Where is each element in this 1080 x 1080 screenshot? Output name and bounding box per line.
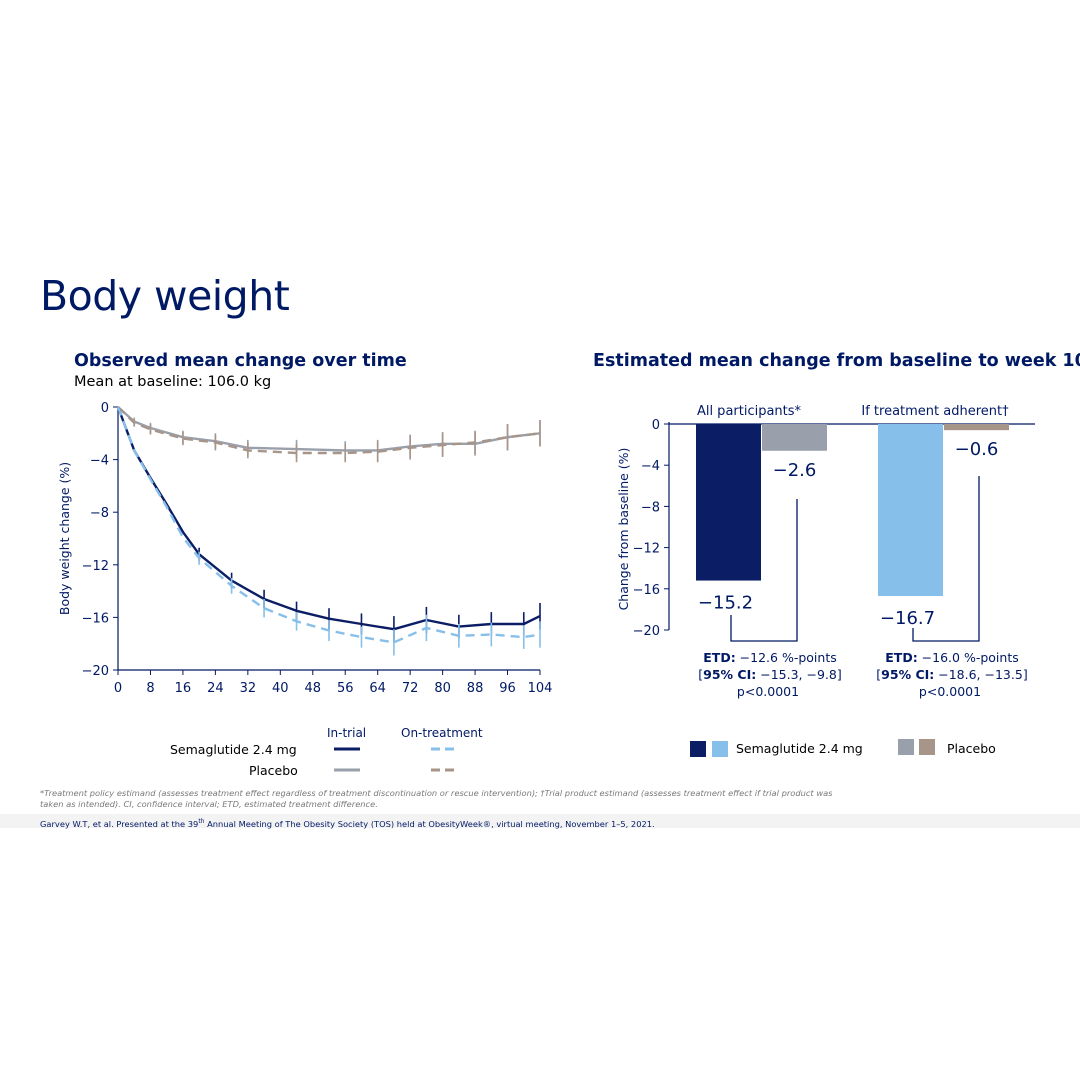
y-tick-label: −8 [641, 500, 660, 515]
bar-group-label: If treatment adherent† [861, 404, 1009, 419]
x-tick-label: 104 [528, 681, 553, 696]
series-line [117, 406, 541, 452]
y-tick-label: −16 [633, 583, 660, 598]
x-tick-label: 0 [114, 681, 122, 696]
x-tick-label: 80 [434, 681, 451, 696]
legend-row-semaglutide: Semaglutide 2.4 mg [170, 742, 297, 757]
y-tick-label: −20 [633, 624, 660, 639]
etd-bracket [912, 476, 980, 642]
x-tick-label: 8 [146, 681, 154, 696]
y-tick-label: −4 [641, 459, 660, 474]
x-tick-label: 40 [272, 681, 289, 696]
bar-value-label: −2.6 [773, 460, 817, 481]
legend-swatch-semaglutide-light [712, 741, 728, 757]
x-tick-label: 24 [207, 681, 224, 696]
etd-line: ETD: −16.0 %-points [885, 650, 1019, 665]
bar-value-label: −0.6 [955, 439, 999, 460]
x-tick-label: 88 [467, 681, 484, 696]
line-chart-y-label: Body weight change (%) [57, 462, 72, 615]
legend-col-in-trial: In-trial [327, 726, 367, 740]
ci-line: [95% CI: −18.6, −13.5] [876, 667, 1027, 682]
legend-row-placebo: Placebo [249, 763, 298, 778]
y-tick-label: −20 [82, 664, 109, 679]
y-tick-label: −16 [82, 611, 109, 626]
citation: Garvey W.T, et al. Presented at the 39th… [40, 818, 655, 829]
series-line [117, 406, 541, 455]
bar-chart-title: Estimated mean change from baseline to w… [593, 351, 1080, 371]
p-value: p<0.0001 [737, 684, 799, 699]
y-tick-label: −8 [90, 506, 109, 521]
x-tick-label: 56 [337, 681, 354, 696]
citation-bar [0, 814, 1080, 828]
ci-line: [95% CI: −15.3, −9.8] [698, 667, 841, 682]
x-tick-label: 48 [304, 681, 321, 696]
y-tick-label: −12 [82, 559, 109, 574]
legend-swatch-semaglutide-dark [690, 741, 706, 757]
x-tick-label: 64 [369, 681, 386, 696]
etd-bracket [730, 499, 798, 642]
bar-value-label: −16.7 [880, 608, 935, 629]
x-tick-label: 72 [402, 681, 419, 696]
bar-semaglutide [696, 424, 761, 581]
bar-placebo [762, 424, 827, 451]
line-chart-subtitle: Mean at baseline: 106.0 kg [74, 374, 272, 390]
line-chart-title: Observed mean change over time [74, 351, 407, 371]
y-tick-label: 0 [652, 418, 660, 433]
x-tick-label: 96 [499, 681, 516, 696]
x-tick-label: 32 [240, 681, 257, 696]
p-value: p<0.0001 [919, 684, 981, 699]
bar-placebo [944, 424, 1009, 431]
bar-legend-semaglutide: Semaglutide 2.4 mg [736, 741, 863, 756]
bar-group-label: All participants* [697, 404, 802, 419]
bar-legend-placebo: Placebo [947, 741, 996, 756]
bar-semaglutide [878, 424, 943, 597]
series-line [116, 406, 541, 631]
y-tick-label: −4 [90, 454, 109, 469]
y-tick-label: 0 [101, 401, 109, 416]
series-line [116, 406, 541, 644]
bar-value-label: −15.2 [698, 593, 753, 614]
legend-swatch-placebo-gray [898, 739, 914, 755]
etd-line: ETD: −12.6 %-points [703, 650, 837, 665]
legend-col-on-treatment: On-treatment [401, 726, 483, 740]
x-tick-label: 16 [175, 681, 192, 696]
y-tick-label: −12 [633, 542, 660, 557]
legend-swatch-placebo-taupe [919, 739, 935, 755]
page-title: Body weight [40, 272, 290, 320]
bar-chart-y-label: Change from baseline (%) [616, 448, 631, 611]
footnote: *Treatment policy estimand (assesses tre… [40, 788, 833, 809]
